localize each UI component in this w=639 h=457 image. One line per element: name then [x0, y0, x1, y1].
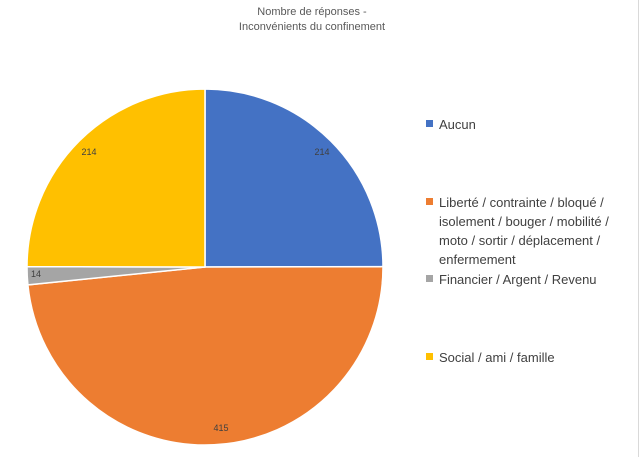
- legend-entry-1-line-2: moto / sortir / déplacement /: [439, 233, 601, 248]
- pie-slice-1: [27, 265, 384, 446]
- legend-entry-1-line-0: Liberté / contrainte / bloqué /: [439, 195, 604, 210]
- data-label-2: 14: [31, 269, 41, 279]
- legend-entry-2-line-0: Financier / Argent / Revenu: [439, 272, 597, 287]
- data-label-1: 415: [213, 423, 228, 433]
- legend-entry-1-line-3: enfermement: [439, 252, 516, 267]
- legend-swatch-3: [426, 353, 433, 360]
- legend-entry-0-line-0: Aucun: [439, 117, 476, 132]
- legend: Aucun Liberté / contrainte / bloqué / isol…: [426, 117, 609, 365]
- pie-data-labels: 214 415 14 214: [31, 147, 330, 433]
- legend-swatch-2: [426, 275, 433, 282]
- chart-title-line-1: Nombre de réponses -: [257, 6, 367, 18]
- chart-title-line-2: Inconvénients du confinement: [239, 21, 385, 33]
- legend-swatch-0: [426, 120, 433, 127]
- pie-slices: [26, 88, 384, 446]
- data-label-3: 214: [81, 147, 96, 157]
- legend-swatch-1: [426, 198, 433, 205]
- pie-slice-3: [26, 88, 206, 268]
- pie-slice-0: [204, 88, 384, 268]
- legend-entry-3-line-0: Social / ami / famille: [439, 350, 555, 365]
- data-label-0: 214: [314, 147, 329, 157]
- legend-entry-1-line-1: isolement / bouger / mobilité /: [439, 214, 609, 229]
